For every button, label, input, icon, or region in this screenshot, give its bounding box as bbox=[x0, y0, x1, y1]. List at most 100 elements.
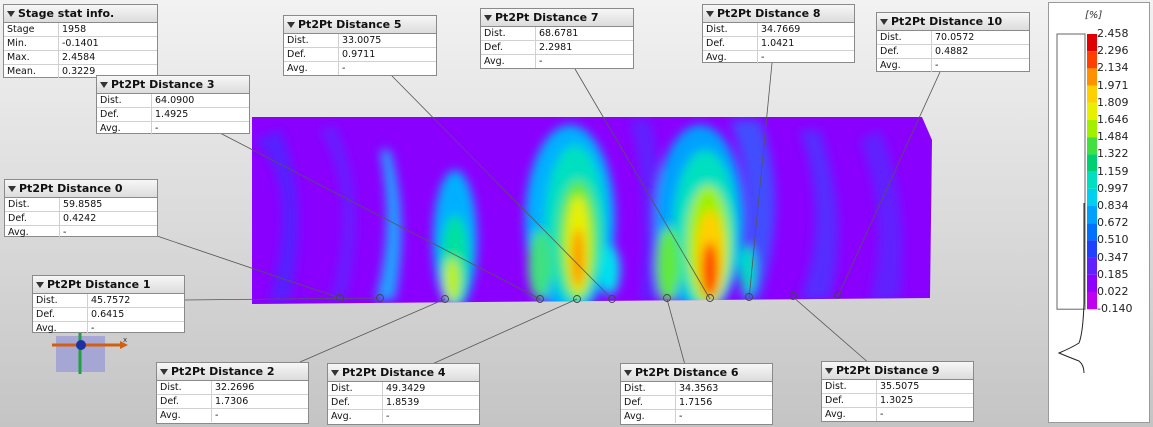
collapse-icon[interactable] bbox=[825, 367, 833, 374]
avg-label: Avg. bbox=[328, 409, 383, 423]
def-label: Def. bbox=[5, 211, 60, 226]
legend-tick: 0.185 bbox=[1097, 267, 1129, 281]
axis-x-label: x bbox=[123, 336, 127, 344]
avg-value: - bbox=[386, 411, 390, 422]
legend-tick: 0.347 bbox=[1097, 250, 1129, 264]
def-value: 0.6415 bbox=[87, 307, 184, 322]
axis-gizmo[interactable]: x bbox=[50, 330, 130, 375]
avg-label: Avg. bbox=[822, 407, 877, 421]
def-value: 1.4925 bbox=[151, 107, 249, 122]
collapse-icon[interactable] bbox=[7, 10, 15, 17]
dist-label: Dist. bbox=[157, 381, 212, 395]
legend-swatch bbox=[1087, 34, 1097, 52]
avg-label: Avg. bbox=[5, 225, 60, 239]
collapse-icon[interactable] bbox=[8, 185, 16, 192]
avg-label: Avg. bbox=[157, 408, 212, 422]
avg-value: - bbox=[880, 409, 884, 420]
def-value: 0.4882 bbox=[931, 44, 1029, 59]
avg-value: - bbox=[679, 411, 683, 422]
def-value: 1.7156 bbox=[675, 395, 772, 410]
legend-swatch bbox=[1087, 120, 1097, 138]
distance-panel-3: Pt2Pt Distance 3 Dist. 64.0900 Def. 1.4925… bbox=[96, 75, 250, 135]
distance-panel-title[interactable]: Pt2Pt Distance 2 bbox=[157, 363, 308, 381]
dist-value: 33.0075 bbox=[338, 34, 436, 48]
dist-value: 34.7669 bbox=[757, 23, 854, 37]
collapse-icon[interactable] bbox=[624, 369, 632, 376]
collapse-icon[interactable] bbox=[36, 281, 44, 288]
def-value: 1.0421 bbox=[757, 36, 854, 51]
distance-panel-title[interactable]: Pt2Pt Distance 8 bbox=[703, 5, 854, 23]
legend-swatch bbox=[1087, 206, 1097, 224]
def-value: 1.7306 bbox=[211, 394, 308, 409]
distance-panel-4: Pt2Pt Distance 4 Dist. 49.3429 Def. 1.8539… bbox=[327, 363, 480, 425]
avg-label: Avg. bbox=[621, 409, 676, 423]
legend-swatch bbox=[1087, 102, 1097, 120]
def-label: Def. bbox=[481, 40, 536, 55]
dist-label: Dist. bbox=[97, 94, 152, 108]
def-value: 2.2981 bbox=[535, 40, 633, 55]
leader-lines bbox=[156, 62, 941, 366]
distance-panel-title[interactable]: Pt2Pt Distance 4 bbox=[328, 364, 479, 382]
def-value: 1.3025 bbox=[876, 393, 973, 408]
stage-stat-panel: Stage stat info. Stage 1958 Min. -0.1401 M… bbox=[3, 4, 158, 78]
distance-panel-9: Pt2Pt Distance 9 Dist. 35.5075 Def. 1.3025… bbox=[821, 361, 974, 422]
legend-swatch bbox=[1087, 223, 1097, 241]
legend-unit: [%] bbox=[1085, 10, 1103, 21]
dist-label: Dist. bbox=[33, 294, 88, 308]
3d-viewport[interactable]: x Stage stat info. Stage 1958 Min. -0.1401… bbox=[0, 0, 1045, 427]
avg-label: Avg. bbox=[33, 321, 88, 335]
def-label: Def. bbox=[97, 107, 152, 122]
distance-panel-title[interactable]: Pt2Pt Distance 7 bbox=[481, 9, 633, 27]
legend-tick: 0.834 bbox=[1097, 199, 1129, 212]
distance-panel-7: Pt2Pt Distance 7 Dist. 68.6781 Def. 2.2981… bbox=[480, 8, 634, 69]
legend-bar bbox=[1056, 33, 1097, 374]
distance-panel-title[interactable]: Pt2Pt Distance 5 bbox=[284, 16, 436, 34]
legend-swatch bbox=[1087, 171, 1097, 189]
avg-label: Avg. bbox=[703, 50, 758, 64]
collapse-icon[interactable] bbox=[706, 10, 714, 17]
dist-label: Dist. bbox=[481, 27, 536, 41]
avg-value: - bbox=[539, 56, 543, 67]
distance-panel-10: Pt2Pt Distance 10 Dist. 70.0572 Def. 0.488… bbox=[876, 12, 1030, 72]
dist-value: 68.6781 bbox=[535, 27, 633, 41]
distance-panel-2: Pt2Pt Distance 2 Dist. 32.2696 Def. 1.7306… bbox=[156, 362, 309, 424]
collapse-icon[interactable] bbox=[100, 81, 108, 88]
dist-label: Dist. bbox=[621, 382, 676, 396]
avg-value: - bbox=[342, 63, 346, 74]
distance-panel-title[interactable]: Pt2Pt Distance 10 bbox=[877, 13, 1029, 31]
distance-panel-title[interactable]: Pt2Pt Distance 0 bbox=[5, 180, 157, 198]
legend-swatch bbox=[1087, 188, 1097, 206]
collapse-icon[interactable] bbox=[287, 21, 295, 28]
legend-swatch bbox=[1087, 292, 1097, 310]
collapse-icon[interactable] bbox=[484, 14, 492, 21]
legend-swatch bbox=[1087, 51, 1097, 69]
legend-tick: 1.809 bbox=[1097, 95, 1129, 109]
dist-label: Dist. bbox=[822, 380, 877, 394]
distance-panel-6: Pt2Pt Distance 6 Dist. 34.3563 Def. 1.7156… bbox=[620, 363, 773, 425]
dist-value: 70.0572 bbox=[931, 31, 1029, 45]
avg-label: Avg. bbox=[877, 58, 932, 72]
collapse-icon[interactable] bbox=[160, 368, 168, 375]
dist-value: 64.0900 bbox=[151, 94, 249, 108]
legend-tick: 1.646 bbox=[1097, 113, 1129, 126]
def-value: 0.4242 bbox=[59, 211, 157, 226]
legend-swatch bbox=[1087, 257, 1097, 275]
stage-stat-title[interactable]: Stage stat info. bbox=[4, 5, 157, 23]
distance-panel-title[interactable]: Pt2Pt Distance 3 bbox=[97, 76, 249, 94]
avg-value: - bbox=[63, 227, 67, 238]
legend-tick: 1.484 bbox=[1097, 130, 1129, 144]
distance-panel-title[interactable]: Pt2Pt Distance 1 bbox=[33, 276, 184, 294]
measurement-points[interactable] bbox=[336, 291, 842, 303]
distance-panel-title[interactable]: Pt2Pt Distance 6 bbox=[621, 364, 772, 382]
legend-swatch bbox=[1087, 85, 1097, 103]
avg-value: - bbox=[761, 52, 765, 63]
collapse-icon[interactable] bbox=[331, 369, 339, 376]
dist-label: Dist. bbox=[328, 382, 383, 396]
dist-value: 45.7572 bbox=[87, 294, 184, 308]
legend-tick: 2.296 bbox=[1097, 44, 1129, 58]
collapse-icon[interactable] bbox=[880, 18, 888, 25]
dist-label: Dist. bbox=[5, 198, 60, 212]
legend-tick: -0.140 bbox=[1097, 302, 1133, 316]
histogram-box bbox=[1056, 33, 1086, 310]
distance-panel-title[interactable]: Pt2Pt Distance 9 bbox=[822, 362, 973, 380]
